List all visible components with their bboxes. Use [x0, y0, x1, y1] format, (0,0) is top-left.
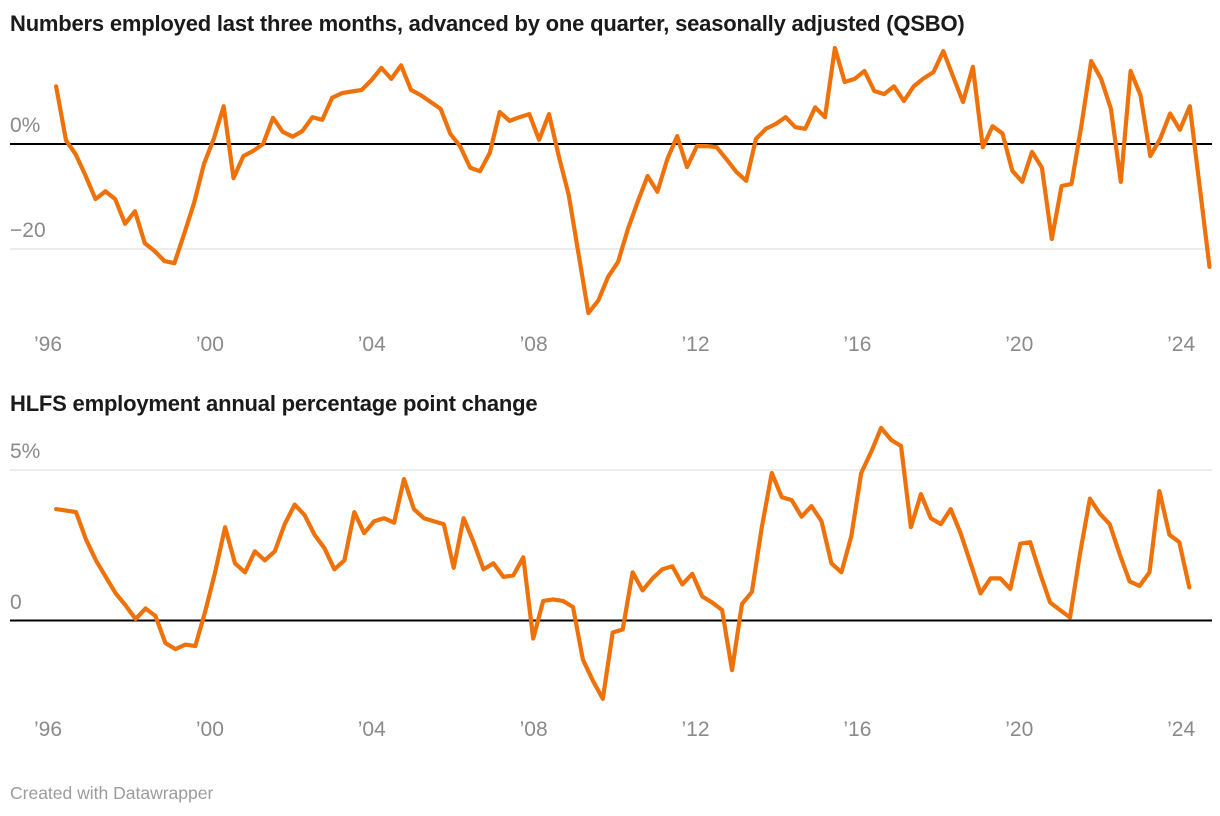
x-tick-label: ’20 — [1005, 718, 1034, 741]
x-tick-label: ’08 — [519, 333, 548, 356]
footer-credit: Created with Datawrapper — [10, 783, 214, 803]
x-tick-label: ’00 — [195, 718, 224, 741]
x-tick-label: ’96 — [33, 718, 63, 741]
x-tick-label: ’20 — [1005, 333, 1034, 356]
x-tick-label: ’12 — [681, 333, 710, 356]
x-tick-label: ’08 — [519, 718, 548, 741]
x-tick-label: ’00 — [195, 333, 224, 356]
x-tick-label: ’24 — [1167, 333, 1196, 356]
y-tick-label: −20 — [10, 219, 46, 242]
x-tick-label: ’04 — [357, 333, 386, 356]
chart-title-qsbo: Numbers employed last three months, adva… — [10, 11, 965, 36]
chart-title-hlfs: HLFS employment annual percentage point … — [10, 391, 538, 416]
qsbo-line-series — [53, 45, 1212, 316]
x-tick-label: ’12 — [681, 718, 710, 741]
y-tick-label: 0 — [10, 590, 22, 614]
y-tick-label: 5% — [10, 440, 41, 463]
x-tick-label: ’16 — [843, 718, 872, 741]
y-tick-label: 0% — [10, 114, 41, 137]
x-tick-label: ’16 — [843, 333, 872, 356]
x-tick-label: ’96 — [33, 333, 63, 356]
hlfs-line-series — [53, 425, 1192, 701]
x-tick-label: ’24 — [1167, 718, 1196, 741]
x-tick-label: ’04 — [357, 718, 386, 741]
